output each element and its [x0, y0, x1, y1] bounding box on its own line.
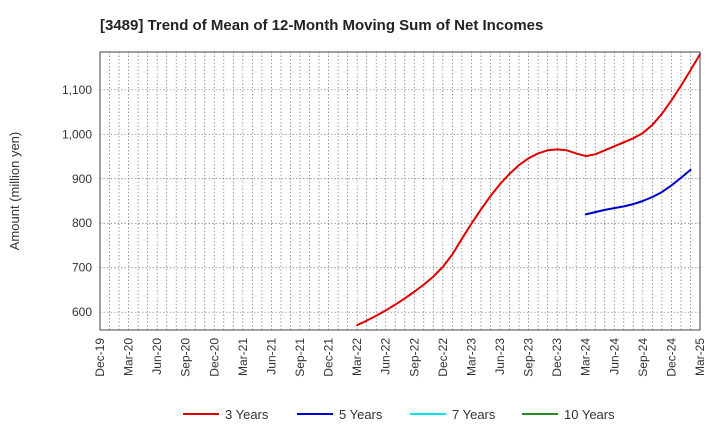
x-tick-label: Jun-24: [607, 338, 621, 375]
legend-label: 7 Years: [452, 407, 496, 422]
grid: [100, 52, 700, 330]
x-tick-label: Jun-23: [493, 338, 507, 375]
plot-frame: [99, 51, 701, 331]
y-tick-label: 600: [72, 305, 92, 319]
x-tick-label: Mar-22: [350, 338, 364, 376]
x-tick-label: Dec-22: [436, 338, 450, 377]
legend-label: 3 Years: [225, 407, 269, 422]
legend-item: 10 Years: [522, 407, 615, 422]
x-tick-label: Dec-19: [93, 338, 107, 377]
y-tick-label: 1,100: [62, 83, 92, 97]
legend-label: 10 Years: [564, 407, 615, 422]
y-tick-label: 800: [72, 216, 92, 230]
y-axis-ticks: 600 700 800 900 1,000 1,100: [62, 83, 92, 319]
y-tick-label: 1,000: [62, 127, 92, 141]
legend-label: 5 Years: [339, 407, 383, 422]
x-tick-label: Jun-21: [264, 338, 278, 375]
x-tick-label: Mar-21: [236, 338, 250, 376]
x-tick-label: Sep-22: [407, 338, 421, 377]
x-tick-label: Dec-20: [207, 338, 221, 377]
series-line-3-years: [356, 53, 701, 327]
x-tick-label: Mar-23: [464, 338, 478, 376]
x-tick-label: Sep-24: [636, 338, 650, 377]
x-axis-ticks: Dec-19 Mar-20 Jun-20 Sep-20 Dec-20 Mar-21 Jun-…: [93, 338, 707, 377]
x-tick-label: Dec-23: [550, 338, 564, 377]
x-tick-label: Dec-21: [322, 338, 336, 377]
chart-title: [3489] Trend of Mean of 12-Month Moving …: [100, 17, 543, 34]
x-tick-label: Mar-20: [122, 338, 136, 376]
legend: 3 Years 5 Years 7 Years 10 Years: [183, 407, 615, 422]
x-tick-label: Jun-22: [379, 338, 393, 375]
x-tick-label: Mar-24: [579, 338, 593, 376]
y-tick-label: 900: [72, 172, 92, 186]
x-tick-label: Dec-24: [664, 338, 678, 377]
legend-item: 5 Years: [297, 407, 383, 422]
series-lines: [356, 53, 701, 327]
y-axis-label: Amount (million yen): [7, 132, 22, 251]
x-tick-label: Sep-20: [179, 338, 193, 377]
y-tick-label: 700: [72, 261, 92, 275]
x-tick-label: Jun-20: [150, 338, 164, 375]
legend-item: 7 Years: [410, 407, 496, 422]
x-tick-label: Sep-23: [522, 338, 536, 377]
x-tick-label: Mar-25: [693, 338, 707, 376]
x-tick-label: Sep-21: [293, 338, 307, 377]
legend-item: 3 Years: [183, 407, 269, 422]
series-line-5-years: [584, 168, 692, 216]
